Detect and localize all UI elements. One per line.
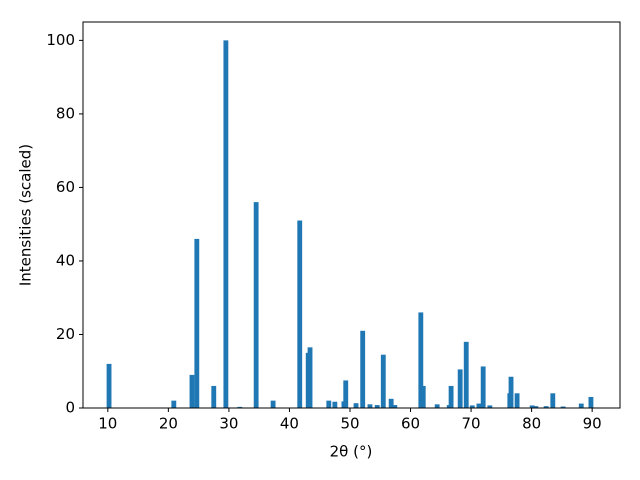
bar	[418, 312, 424, 408]
y-tick-label: 100	[46, 31, 75, 49]
bar	[578, 403, 584, 408]
bar	[194, 238, 200, 408]
bar	[353, 403, 359, 408]
x-tick-label: 60	[401, 415, 420, 433]
plot-frame	[82, 21, 621, 409]
y-tick-label: 80	[56, 104, 75, 122]
y-tick-label: 0	[65, 399, 75, 417]
bar	[388, 398, 394, 408]
bar	[476, 403, 482, 408]
bar	[550, 393, 556, 408]
bar	[189, 374, 195, 408]
bar	[448, 385, 454, 408]
bar	[360, 330, 366, 408]
bar	[326, 400, 332, 408]
bar	[380, 354, 386, 408]
bar	[533, 406, 539, 408]
x-tick-label: 40	[280, 415, 299, 433]
x-axis-label: 2θ (°)	[330, 443, 373, 461]
x-tick-label: 80	[522, 415, 541, 433]
x-tick-label: 70	[462, 415, 481, 433]
bar	[270, 400, 276, 408]
bar	[508, 376, 514, 408]
bar	[487, 405, 493, 408]
bar	[374, 405, 380, 408]
bar	[343, 380, 349, 408]
bar	[367, 404, 373, 408]
bar	[332, 401, 338, 408]
x-tick-label: 50	[340, 415, 359, 433]
bar	[434, 404, 440, 408]
bar	[560, 406, 566, 408]
bar	[297, 220, 303, 408]
bar	[171, 400, 177, 408]
bar	[514, 393, 520, 408]
bar	[529, 405, 535, 408]
bar	[463, 341, 469, 408]
x-tick-label: 90	[583, 415, 602, 433]
x-tick-label: 10	[98, 415, 117, 433]
bar	[237, 406, 243, 408]
bar	[543, 406, 549, 408]
y-tick-label: 60	[56, 178, 75, 196]
bar	[420, 385, 426, 408]
y-tick-label: 20	[56, 325, 75, 343]
x-tick-label: 20	[159, 415, 178, 433]
bar	[211, 385, 217, 408]
bar	[106, 363, 112, 408]
bar	[223, 40, 229, 408]
y-tick-label: 40	[56, 251, 75, 269]
bar	[307, 347, 313, 408]
bar	[588, 396, 594, 408]
x-tick-label: 30	[219, 415, 238, 433]
bar	[457, 369, 463, 408]
bar	[253, 202, 259, 408]
bar	[469, 405, 475, 408]
bar	[480, 366, 486, 408]
bar	[392, 405, 398, 408]
y-axis-label: Intensities (scaled)	[17, 144, 35, 286]
